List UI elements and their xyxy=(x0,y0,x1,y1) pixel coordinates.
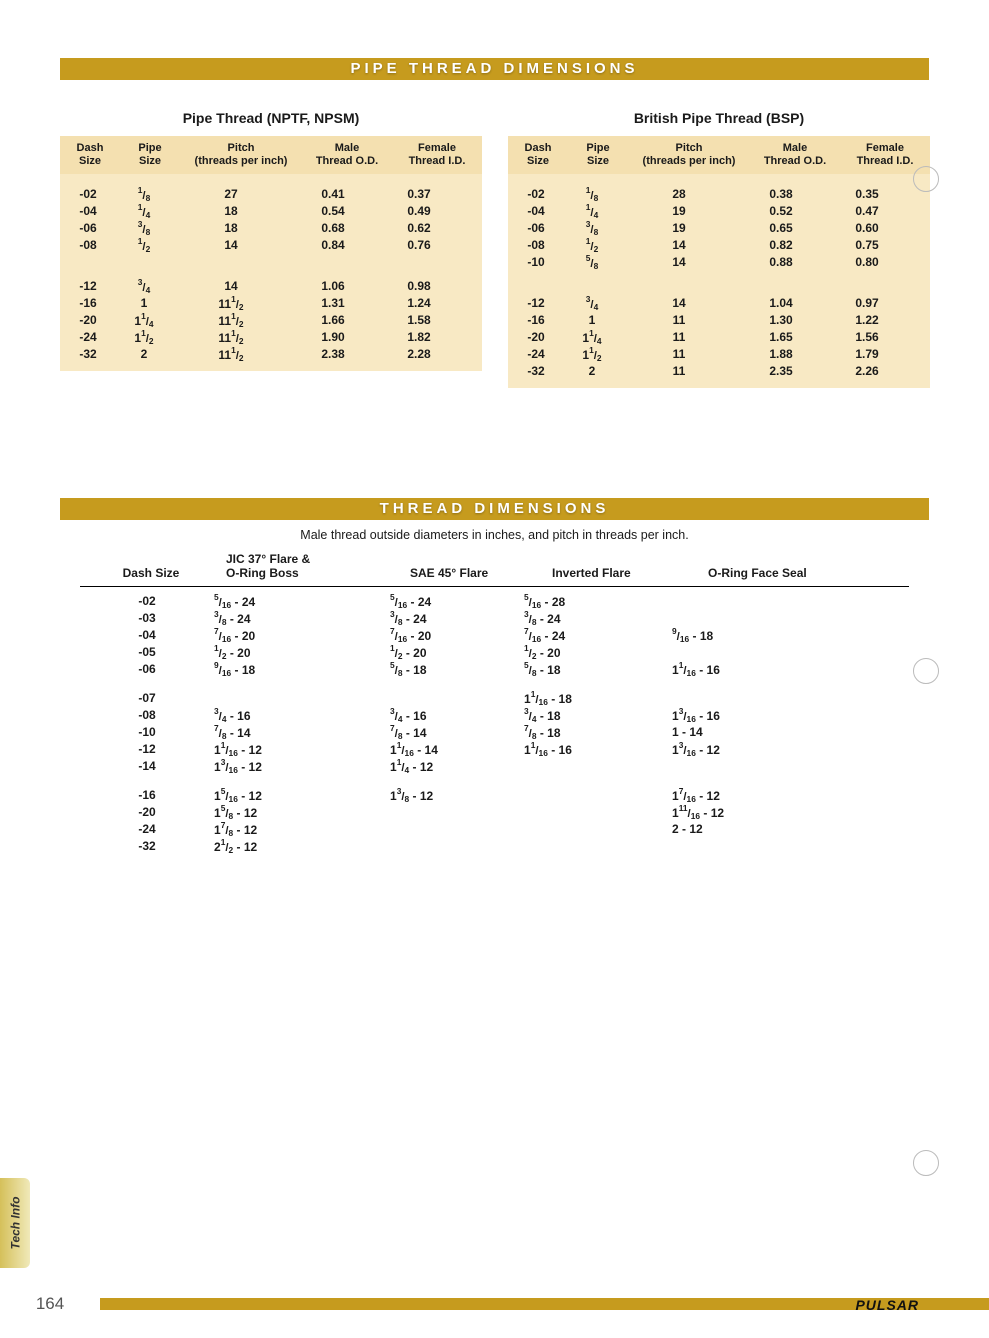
table-row: -161111.301.22 xyxy=(508,312,930,329)
table-row: -105/8140.880.80 xyxy=(508,254,930,271)
footer: 164 xyxy=(0,1294,989,1314)
table-row: -1615/16 - 1213/8 - 1217/16 - 12 xyxy=(80,787,909,804)
table-bsp-header: DashSize PipeSize Pitch(threads per inch… xyxy=(508,136,930,174)
banner-thread-dimensions: THREAD DIMENSIONS xyxy=(60,498,929,520)
table-row: -1211/16 - 1211/16 - 1411/16 - 1613/16 -… xyxy=(80,741,909,758)
page-number: 164 xyxy=(0,1294,100,1314)
table-bsp: British Pipe Thread (BSP) DashSize PipeS… xyxy=(508,110,930,388)
table-row: -069/16 - 185/8 - 185/8 - 1811/16 - 16 xyxy=(80,661,909,678)
table-row: -2411/2111.881.79 xyxy=(508,346,930,363)
punch-hole xyxy=(913,1150,939,1176)
table-row: -2015/8 - 12111/16 - 12 xyxy=(80,804,909,821)
col-header: PipeSize xyxy=(120,136,180,174)
col-header: PipeSize xyxy=(568,136,628,174)
table-row: -021/8270.410.37 xyxy=(60,186,482,203)
col-header: MaleThread O.D. xyxy=(750,136,840,174)
table-bsp-title: British Pipe Thread (BSP) xyxy=(508,110,930,126)
table-row: -063/8190.650.60 xyxy=(508,220,930,237)
thread-dimensions-subtitle: Male thread outside diameters in inches,… xyxy=(0,528,989,542)
col-header: SAE 45° Flare xyxy=(406,564,548,582)
col-header: O-Ring Face Seal xyxy=(704,564,872,582)
col-header: Dash Size xyxy=(80,564,222,582)
table-nptf: Pipe Thread (NPTF, NPSM) DashSize PipeSi… xyxy=(60,110,482,388)
table-row: -161111/21.311.24 xyxy=(60,295,482,312)
table-row: -081/2140.840.76 xyxy=(60,237,482,254)
table-row: -051/2 - 201/2 - 201/2 - 20 xyxy=(80,644,909,661)
table-row: -1413/16 - 1211/4 - 12 xyxy=(80,758,909,775)
table-nptf-title: Pipe Thread (NPTF, NPSM) xyxy=(60,110,482,126)
col-header: Pitch(threads per inch) xyxy=(180,136,302,174)
table-row: -322111/22.382.28 xyxy=(60,346,482,363)
side-tab: Tech Info xyxy=(0,1178,30,1268)
banner-pipe-thread: PIPE THREAD DIMENSIONS xyxy=(60,58,929,80)
side-tab-label: Tech Info xyxy=(8,1197,22,1250)
table-row: -2411/2111/21.901.82 xyxy=(60,329,482,346)
col-header: FemaleThread I.D. xyxy=(392,136,482,174)
table-nptf-header: DashSize PipeSize Pitch(threads per inch… xyxy=(60,136,482,174)
col-header: MaleThread O.D. xyxy=(302,136,392,174)
table-bsp-body: -021/8280.380.35-041/4190.520.47-063/819… xyxy=(508,174,930,388)
table-row: -041/4190.520.47 xyxy=(508,203,930,220)
table-row: -2011/4111.651.56 xyxy=(508,329,930,346)
table-row: -123/4141.040.97 xyxy=(508,295,930,312)
col-header: JIC 37° Flare &O-Ring Boss xyxy=(222,550,406,582)
pipe-tables-row: Pipe Thread (NPTF, NPSM) DashSize PipeSi… xyxy=(60,110,929,388)
table-row: -025/16 - 245/16 - 245/16 - 28 xyxy=(80,593,909,610)
page: PIPE THREAD DIMENSIONS Pipe Thread (NPTF… xyxy=(0,58,989,1338)
table-row: -083/4 - 163/4 - 163/4 - 1813/16 - 16 xyxy=(80,707,909,724)
table-row: -2011/4111/21.661.58 xyxy=(60,312,482,329)
table-row: -041/4180.540.49 xyxy=(60,203,482,220)
punch-hole xyxy=(913,658,939,684)
brand-logo: PULSAR xyxy=(855,1297,919,1313)
table2-header: Dash Size JIC 37° Flare &O-Ring Boss SAE… xyxy=(80,550,909,587)
table-row: -033/8 - 243/8 - 243/8 - 24 xyxy=(80,610,909,627)
table-row: -081/2140.820.75 xyxy=(508,237,930,254)
table-row: -107/8 - 147/8 - 147/8 - 181 - 14 xyxy=(80,724,909,741)
table2-body: -025/16 - 245/16 - 245/16 - 28-033/8 - 2… xyxy=(80,587,909,855)
punch-hole xyxy=(913,166,939,192)
table-row: -0711/16 - 18 xyxy=(80,690,909,707)
col-header: DashSize xyxy=(508,136,568,174)
table-row: -2417/8 - 122 - 12 xyxy=(80,821,909,838)
table-thread-dimensions: Dash Size JIC 37° Flare &O-Ring Boss SAE… xyxy=(80,550,909,855)
table-nptf-body: -021/8270.410.37-041/4180.540.49-063/818… xyxy=(60,174,482,371)
col-header: Pitch(threads per inch) xyxy=(628,136,750,174)
table-row: -322112.352.26 xyxy=(508,363,930,380)
col-header: Inverted Flare xyxy=(548,564,704,582)
table-row: -021/8280.380.35 xyxy=(508,186,930,203)
table-row: -063/8180.680.62 xyxy=(60,220,482,237)
table-row: -047/16 - 207/16 - 207/16 - 249/16 - 18 xyxy=(80,627,909,644)
col-header: DashSize xyxy=(60,136,120,174)
table-row: -3221/2 - 12 xyxy=(80,838,909,855)
table-row: -123/4141.060.98 xyxy=(60,278,482,295)
